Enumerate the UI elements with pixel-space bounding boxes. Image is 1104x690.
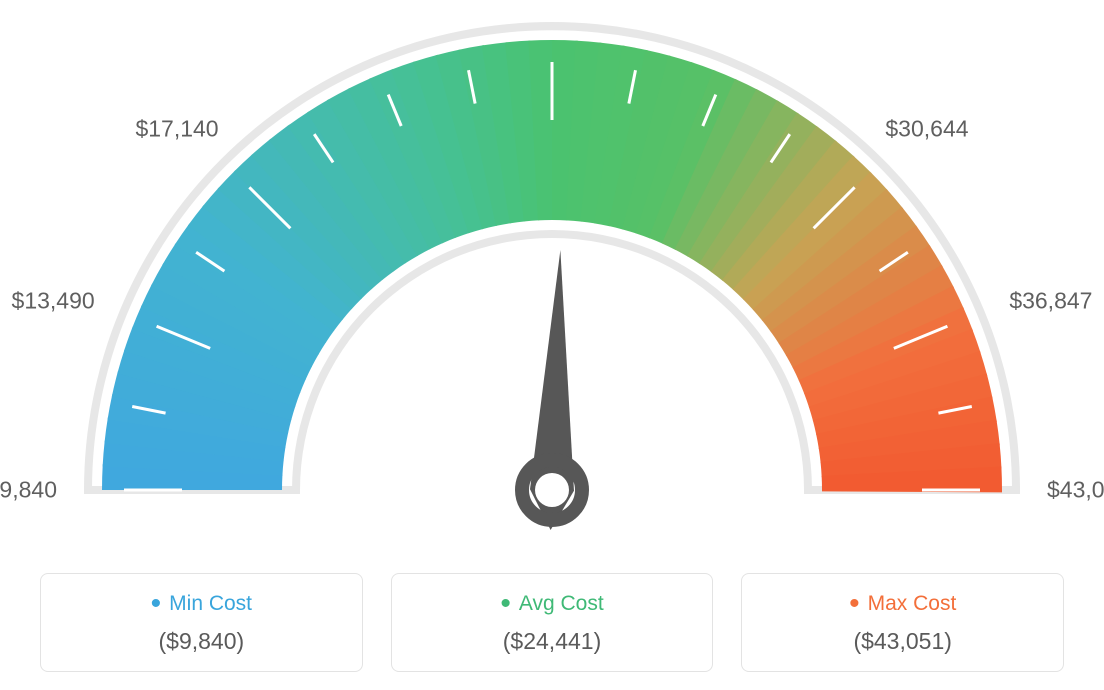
legend-card-min: Min Cost ($9,840) <box>40 573 363 672</box>
scale-label: $36,847 <box>1009 287 1092 314</box>
legend-min-title: Min Cost <box>51 592 352 616</box>
legend-card-max: Max Cost ($43,051) <box>741 573 1064 672</box>
gauge-svg <box>0 0 1104 560</box>
legend-max-value: ($43,051) <box>752 628 1053 655</box>
legend-min-value: ($9,840) <box>51 628 352 655</box>
legend-avg-value: ($24,441) <box>402 628 703 655</box>
legend-card-avg: Avg Cost ($24,441) <box>391 573 714 672</box>
legend-row: Min Cost ($9,840) Avg Cost ($24,441) Max… <box>0 573 1104 672</box>
scale-label: $13,490 <box>12 287 95 314</box>
legend-avg-title: Avg Cost <box>402 592 703 616</box>
scale-label: $9,840 <box>0 477 57 504</box>
scale-label: $30,644 <box>885 116 968 143</box>
scale-label: $43,051 <box>1047 477 1104 504</box>
legend-max-title: Max Cost <box>752 592 1053 616</box>
cost-gauge-chart: $9,840$13,490$17,140$24,441$30,644$36,84… <box>0 0 1104 690</box>
scale-label: $17,140 <box>135 116 218 143</box>
